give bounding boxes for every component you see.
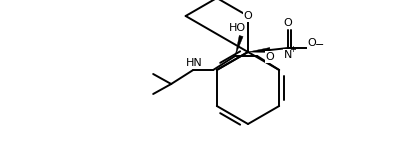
Text: O: O: [244, 11, 252, 21]
Polygon shape: [235, 35, 243, 56]
Text: HO: HO: [229, 23, 246, 33]
Text: N: N: [284, 50, 292, 60]
Polygon shape: [248, 48, 270, 52]
Text: +: +: [290, 45, 297, 54]
Text: −: −: [315, 40, 325, 50]
Text: O: O: [284, 18, 292, 28]
Text: HN: HN: [186, 58, 202, 68]
Text: O: O: [308, 38, 316, 48]
Text: O: O: [266, 52, 274, 62]
